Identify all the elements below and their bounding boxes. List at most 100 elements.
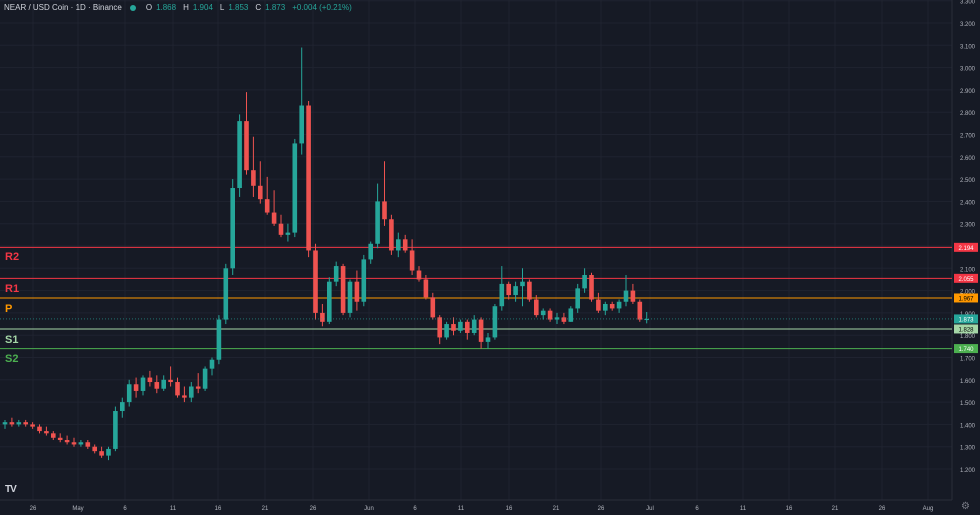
candle-body (375, 201, 380, 244)
tradingview-logo[interactable]: TV (5, 484, 17, 495)
y-tick-label: 1.400 (960, 423, 976, 429)
x-tick-label: 6 (413, 506, 417, 512)
pivot-badge-r2 (954, 242, 978, 252)
x-tick-label: 21 (832, 506, 839, 512)
x-tick-label: 6 (695, 506, 699, 512)
candle-body (465, 321, 470, 333)
candle-body (126, 384, 132, 403)
candle-body (485, 337, 491, 342)
candle-body (154, 382, 160, 389)
candle-body (320, 312, 325, 322)
low-label: L (219, 3, 225, 12)
candle-body (623, 290, 629, 302)
x-tick-label: 26 (30, 506, 37, 512)
y-tick-label: 1.600 (960, 379, 976, 385)
candle-body (347, 281, 353, 313)
candle-body (644, 318, 649, 321)
pivot-value-s1: 1.828 (958, 327, 974, 333)
last-price-value: 1.873 (958, 317, 974, 323)
candle-body (92, 446, 97, 452)
pivot-value-r2: 2.194 (958, 246, 974, 252)
x-tick-label: Jun (364, 506, 374, 512)
candle-body (382, 201, 387, 220)
y-tick-label: 3.300 (960, 0, 976, 6)
candle-body (423, 279, 429, 298)
y-tick-label: 1.300 (960, 446, 976, 452)
candle-body (237, 121, 242, 189)
candle-body (327, 281, 332, 322)
open-label: O (145, 3, 153, 12)
candle-body (616, 301, 622, 309)
candle-body (99, 451, 104, 456)
candle-body (51, 433, 56, 438)
x-tick-label: 6 (123, 506, 127, 512)
candle-body (106, 448, 111, 456)
change-value: +0.004 (+0.21%) (292, 3, 352, 12)
candle-body (499, 283, 505, 307)
candle-body (389, 219, 394, 251)
x-tick-label: Jul (646, 506, 654, 512)
candle-body (409, 250, 415, 271)
high-label: H (183, 3, 189, 12)
level-label-r2: R2 (5, 251, 20, 263)
candle-body (23, 422, 28, 425)
candle-body (209, 359, 215, 369)
x-tick-label: 26 (598, 506, 605, 512)
y-tick-label: 2.000 (960, 290, 976, 296)
candle-body (609, 303, 615, 309)
open-value: 1.868 (156, 3, 177, 12)
level-label-r1: R1 (5, 283, 20, 295)
settings-gear-icon[interactable]: ⚙ (961, 501, 970, 512)
candle-body (182, 395, 187, 398)
pivot-badge-s2 (954, 344, 978, 354)
y-tick-label: 1.700 (960, 357, 976, 363)
candle-body (568, 308, 574, 322)
candle-body (161, 379, 166, 389)
last-price-badge (954, 314, 978, 324)
candle-body (299, 105, 304, 144)
x-tick-label: 21 (553, 506, 560, 512)
candle-body (37, 426, 42, 432)
y-tick-label: 2.600 (960, 156, 976, 162)
candle-body (168, 379, 173, 383)
candle-body (133, 384, 139, 391)
candle-body (175, 382, 180, 396)
candle-body (534, 299, 539, 316)
y-tick-label: 2.900 (960, 89, 976, 95)
candle-body (292, 143, 298, 233)
candle-body (244, 121, 249, 171)
candle-body (478, 319, 484, 342)
candle-body (71, 442, 77, 445)
candle-body (430, 297, 436, 318)
x-tick-label: 11 (740, 506, 747, 512)
x-tick-label: Aug (923, 506, 934, 512)
candle-body (596, 299, 601, 311)
x-tick-label: 16 (215, 506, 222, 512)
y-tick-label: 3.000 (960, 67, 976, 73)
x-tick-label: 11 (458, 506, 465, 512)
candle-body (30, 424, 35, 427)
candle-body (230, 188, 235, 269)
x-tick-label: 21 (262, 506, 269, 512)
candle-body (216, 319, 222, 360)
candle-body (223, 268, 229, 320)
x-tick-label: May (72, 506, 83, 512)
candle-body (589, 274, 594, 300)
y-tick-label: 1.500 (960, 401, 976, 407)
candle-body (575, 288, 580, 309)
pivot-badge-p (954, 293, 978, 303)
candle-body (306, 105, 311, 251)
candle-body (78, 442, 84, 445)
candle-body (271, 212, 277, 224)
pivot-badge-s1 (954, 324, 978, 334)
candle-body (458, 321, 463, 331)
x-tick-label: 16 (786, 506, 793, 512)
candle-body (506, 283, 511, 296)
candle-body (44, 431, 49, 434)
symbol-title[interactable]: NEAR / USD Coin · 1D · Binance (4, 3, 122, 12)
candle-body (57, 437, 63, 441)
candle-body (368, 243, 373, 260)
candle-body (251, 170, 256, 186)
